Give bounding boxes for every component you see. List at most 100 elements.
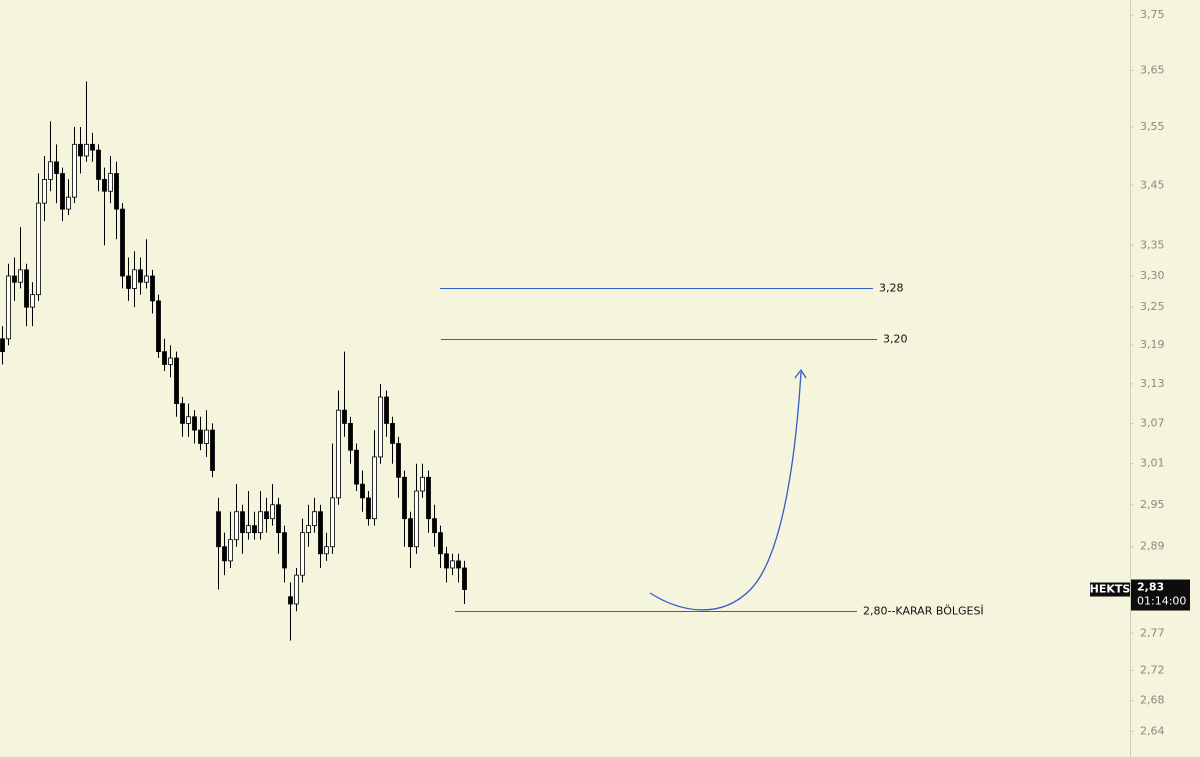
candle-body [60,173,65,210]
candle-body [72,143,77,198]
candle-body [228,539,233,562]
candle-body [108,173,113,192]
candle-body [402,476,407,520]
last-price-label: 2,83 [1137,581,1164,594]
y-tick-label: 3,25 [1140,300,1165,313]
y-tick-label: 3,35 [1140,238,1165,251]
candle-body [54,161,59,174]
candle-body [366,497,371,520]
candle-body [300,532,305,576]
candle-body [222,546,227,562]
candle-body [282,532,287,569]
y-tick-label: 2,77 [1140,626,1165,639]
candle-body [144,275,149,283]
candle-body [234,511,239,541]
candle-body [420,476,425,492]
y-tick-label: 3,65 [1140,63,1165,76]
y-tick-label: 3,75 [1140,8,1165,21]
arrow-curve [649,371,802,611]
candle-body [258,511,263,534]
candle-body [192,416,197,431]
candle-body [396,443,401,478]
candle-body [276,504,281,534]
y-tick-label: 2,95 [1140,498,1165,511]
last-price-badge [1131,579,1190,611]
candle-body [102,179,107,192]
y-tick-label: 2,89 [1140,540,1165,553]
candle-body [168,357,173,365]
candle-body [42,179,47,204]
candle-body [318,511,323,555]
candle-body [384,396,389,424]
candle-body [216,511,221,548]
candle-body [378,396,383,458]
candle-body [156,300,161,352]
candle-body [30,294,35,308]
candle-body [66,196,71,210]
candle-body [306,525,311,534]
y-tick-label: 3,19 [1140,338,1165,351]
candle-body [198,429,203,444]
symbol-badge [1090,582,1130,597]
candle-body [114,173,119,210]
y-tick-label: 3,55 [1140,120,1165,133]
candle-body [246,525,251,534]
candle-body [126,275,131,289]
candle-body [294,574,299,605]
y-tick-label: 2,68 [1140,694,1165,707]
candle-body [312,511,317,527]
candle-body [438,532,443,555]
candle-body [462,567,467,590]
candle-body [132,269,137,289]
level-label: 3,20 [883,333,908,346]
y-tick-label: 3,30 [1140,269,1165,282]
candle-body [0,338,5,352]
candle-body [18,269,23,283]
candle-body [414,490,419,548]
candle-body [342,409,347,424]
y-tick-label: 3,45 [1140,178,1165,191]
candle-body [24,269,29,308]
y-tick-label: 3,01 [1140,457,1165,470]
candle-body [330,497,335,548]
candle-body [426,476,431,520]
candle-body [354,449,359,485]
candle-body [120,208,125,277]
candle-body [390,423,395,444]
candle-body [180,403,185,424]
candle-body [450,560,455,569]
candle-body [138,269,143,283]
candle-body [96,149,101,180]
candle-body [186,416,191,424]
candle-body [456,560,461,569]
candle-body [444,553,449,569]
candle-body [210,429,215,471]
candle-body [48,161,53,180]
candle-body [240,511,245,534]
candle-body [252,525,257,534]
candle-body [78,143,83,157]
candle-body [270,504,275,520]
y-tick-label: 3,13 [1140,377,1165,390]
candle-body [84,143,89,157]
candle-body [6,275,11,340]
candle-body [432,518,437,534]
symbol-label: HEKTS [1090,583,1131,596]
level-label: 3,28 [879,282,904,295]
y-tick-label: 2,72 [1140,663,1165,676]
candle-body [264,511,269,520]
arrow-head [794,368,807,379]
countdown-label: 01:14:00 [1137,595,1186,608]
candle-body [336,409,341,499]
candle-body [288,596,293,605]
candle-body [204,429,209,444]
candle-body [12,275,17,283]
candle-body [372,456,377,520]
candle-body [150,275,155,302]
candle-body [162,351,167,365]
level-label: 2,80--KARAR BÖLGESİ [863,605,984,618]
candle-body [324,546,329,555]
candle-body [360,483,365,499]
candle-body [36,202,41,296]
